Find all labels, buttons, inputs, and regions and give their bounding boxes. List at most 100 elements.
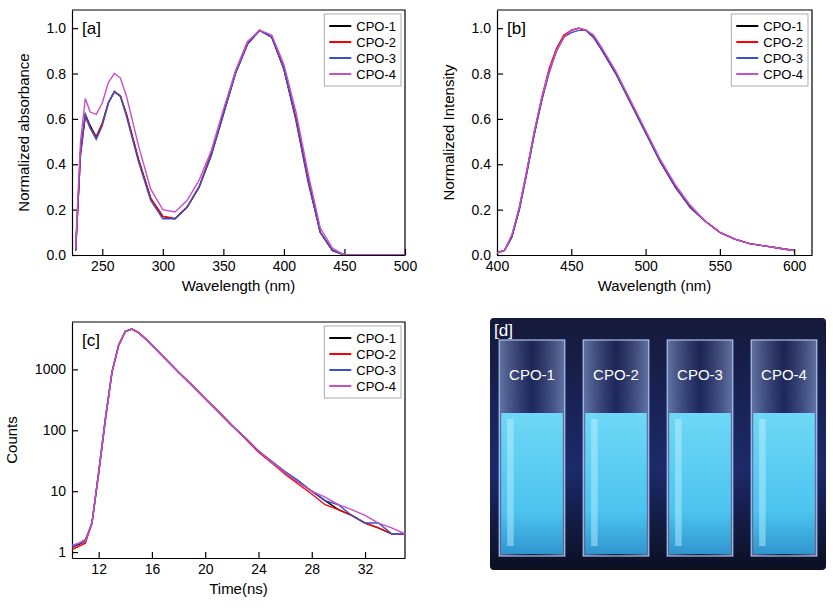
x-tick-label: 28 [304, 561, 320, 577]
y-tick-label: 0.6 [47, 111, 67, 127]
plot-lines [76, 30, 405, 255]
legend: CPO-1CPO-2CPO-3CPO-4 [324, 14, 401, 86]
y-tick: 0.2 [47, 202, 78, 218]
x-tick-label: 300 [152, 258, 176, 274]
legend-item: CPO-3 [329, 363, 396, 378]
legend-box [324, 14, 401, 86]
legend-label: CPO-2 [763, 35, 803, 50]
x-tick-label: 450 [560, 258, 584, 274]
x-tick-label: 250 [91, 258, 115, 274]
x-tick: 400 [273, 249, 297, 274]
legend-label: CPO-3 [356, 51, 396, 66]
y-axis-line [497, 11, 498, 256]
y-tick-mark [72, 491, 78, 492]
legend-label: CPO-1 [763, 19, 803, 34]
cuvette: CPO-3 [667, 340, 733, 556]
cuvette-shine [675, 419, 682, 546]
y-tick-mark [497, 28, 503, 29]
y-tick-label: 0.0 [472, 247, 492, 263]
y-tick-mark [497, 210, 503, 211]
x-tick-label: 32 [358, 561, 374, 577]
x-tick-mark [365, 552, 366, 558]
y-tick-label: 1000 [35, 361, 66, 377]
cuvette-glass [751, 340, 817, 556]
x-tick: 450 [560, 249, 584, 274]
x-tick-label: 450 [333, 258, 357, 274]
legend-label: CPO-4 [356, 67, 396, 82]
x-tick-label: 16 [145, 561, 161, 577]
legend-item: CPO-2 [329, 35, 396, 50]
x-tick: 300 [152, 249, 176, 274]
cuvette-glass [583, 340, 649, 556]
figure: 2503003504004505000.00.20.40.60.81.0[a]W… [0, 0, 833, 608]
y-tick-mark [72, 164, 78, 165]
legend-item: CPO-1 [736, 19, 803, 34]
x-tick: 24 [251, 552, 267, 577]
panel: 4004505005506000.00.20.40.60.81.0[b]Wave… [440, 10, 813, 294]
series-line [76, 30, 405, 255]
y-tick: 0.6 [472, 111, 503, 127]
y-tick: 0.2 [472, 202, 503, 218]
x-axis-title: Wavelength (nm) [182, 277, 296, 294]
legend-item: CPO-3 [736, 51, 803, 66]
x-tick-mark [102, 249, 103, 255]
legend-label: CPO-3 [356, 363, 396, 378]
legend-label: CPO-4 [356, 379, 396, 394]
y-tick-mark [72, 430, 78, 431]
y-tick: 0.0 [472, 247, 503, 263]
y-tick: 0.4 [47, 156, 78, 172]
x-axis-line [73, 558, 406, 559]
legend-swatch [329, 337, 351, 339]
y-tick-label: 1.0 [47, 20, 67, 36]
y-tick-mark [497, 119, 503, 120]
legend-label: CPO-2 [356, 347, 396, 362]
sample-label: CPO-4 [761, 366, 807, 383]
cuvette: CPO-4 [751, 340, 817, 556]
x-tick-mark [258, 552, 259, 558]
x-axis-title: Time(ns) [209, 580, 268, 597]
panel-label: [b] [507, 19, 526, 38]
x-tick: 350 [212, 249, 236, 274]
legend-item: CPO-4 [736, 67, 803, 82]
y-axis-title: Normalized absorbance [15, 53, 32, 211]
legend-swatch [736, 73, 758, 75]
cuvette: CPO-1 [499, 340, 565, 556]
sample-label: CPO-2 [593, 366, 639, 383]
series-line [76, 30, 405, 255]
y-tick-label: 0.8 [47, 65, 67, 81]
y-tick-label: 0.0 [47, 247, 67, 263]
legend-item: CPO-3 [329, 51, 396, 66]
x-tick-mark [205, 552, 206, 558]
x-tick: 500 [634, 249, 658, 274]
y-tick: 1.0 [47, 20, 78, 36]
x-tick: 250 [91, 249, 115, 274]
y-tick-mark [72, 28, 78, 29]
x-axis-title: Wavelength (nm) [598, 277, 712, 294]
x-tick-label: 24 [251, 561, 267, 577]
y-tick-label: 10 [50, 483, 66, 499]
y-tick-label: 0.2 [472, 202, 492, 218]
y-tick-label: 0.4 [472, 156, 492, 172]
x-tick-mark [99, 552, 100, 558]
y-tick-mark [497, 164, 503, 165]
cuvette-glass [667, 340, 733, 556]
x-tick: 12 [91, 552, 107, 577]
series-line [76, 30, 405, 255]
sample-label: CPO-3 [677, 366, 723, 383]
legend-swatch [329, 25, 351, 27]
legend-swatch [736, 57, 758, 59]
x-tick-label: 350 [212, 258, 236, 274]
y-axis-title: Normalized Intensity [440, 64, 457, 200]
x-tick: 600 [783, 249, 807, 274]
series-line [76, 30, 405, 255]
x-tick: 28 [304, 552, 320, 577]
x-tick-mark [312, 552, 313, 558]
y-tick: 1.0 [472, 20, 503, 36]
y-tick-label: 100 [43, 422, 67, 438]
y-tick-mark [72, 552, 78, 553]
legend-item: CPO-2 [329, 347, 396, 362]
y-tick-mark [497, 73, 503, 74]
legend-label: CPO-1 [356, 331, 396, 346]
legend-item: CPO-4 [329, 379, 396, 394]
x-tick: 16 [145, 552, 161, 577]
